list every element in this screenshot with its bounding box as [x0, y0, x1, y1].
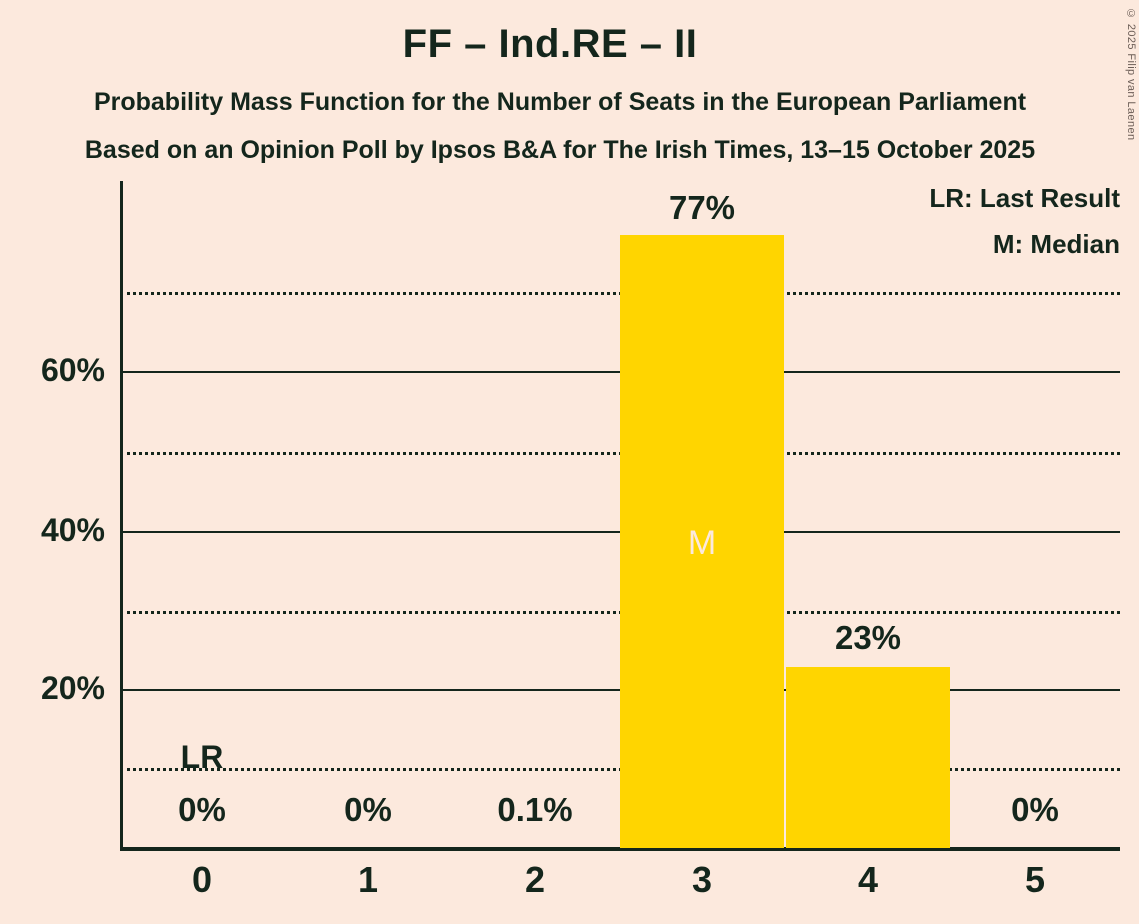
- copyright-notice: © 2025 Filip van Laenen: [1125, 8, 1137, 141]
- chart-source-line: Based on an Opinion Poll by Ipsos B&A fo…: [84, 136, 1036, 164]
- chart-subtitle: Probability Mass Function for the Number…: [93, 88, 1027, 116]
- xtick-label-4: 4: [857, 859, 879, 900]
- xtick-label-2: 2: [524, 859, 546, 900]
- bar-value-3: 77%: [668, 189, 736, 226]
- bar-value-4: 23%: [834, 619, 902, 656]
- bar-4[interactable]: [786, 667, 950, 848]
- plot-area: LR: Last Result M: Median 60% 40% 20% M …: [41, 181, 1120, 900]
- y-axis-line: [120, 181, 123, 848]
- legend-last-result: LR: Last Result: [929, 183, 1120, 213]
- bar-value-1: 0%: [344, 791, 392, 828]
- ytick-label-60: 60%: [40, 352, 105, 388]
- xtick-label-1: 1: [357, 859, 379, 900]
- page-title: FF – Ind.RE – II: [402, 22, 698, 66]
- legend-median: M: Median: [992, 229, 1120, 259]
- x-axis-line: [120, 847, 1120, 851]
- bar-value-0: 0%: [178, 791, 226, 828]
- ytick-label-40: 40%: [40, 512, 105, 548]
- last-result-marker: LR: [180, 739, 224, 775]
- median-marker: M: [687, 524, 717, 562]
- xtick-label-3: 3: [691, 859, 713, 900]
- bar-3[interactable]: M: [620, 235, 784, 848]
- ytick-label-20: 20%: [40, 670, 105, 706]
- xtick-label-5: 5: [1024, 859, 1046, 900]
- bar-value-5: 0%: [1011, 791, 1059, 828]
- xtick-label-0: 0: [191, 859, 213, 900]
- bar-value-2: 0.1%: [497, 791, 573, 828]
